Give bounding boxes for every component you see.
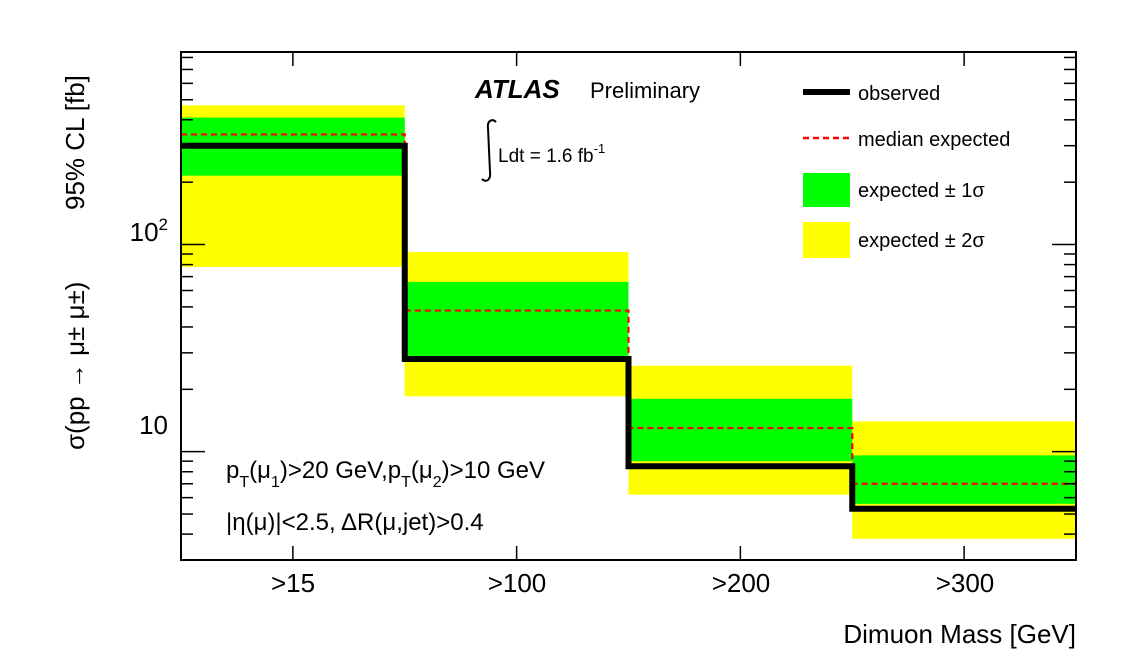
x-tick-label-300: >300 <box>936 568 995 598</box>
legend-swatch-2sigma <box>803 222 850 258</box>
legend-label-observed: observed <box>858 83 940 105</box>
x-tick-label-200: >200 <box>712 568 771 598</box>
limit-lines <box>181 133 1076 512</box>
band-1sigma-bin-3 <box>628 398 853 462</box>
axis-ticks <box>181 52 1076 560</box>
legend-label-1sigma: expected ± 1σ <box>858 180 985 202</box>
y-tick-label-10: 10 <box>139 410 168 440</box>
legend-label-expected: median expected <box>858 129 1010 151</box>
y-axis-title-line1: 95% CL [fb] <box>60 75 90 210</box>
legend-swatch-1sigma <box>803 173 850 207</box>
observed-line <box>181 142 1076 512</box>
x-axis-title: Dimuon Mass [GeV] <box>843 619 1076 649</box>
cut-annotation-eta: |η(μ)|<2.5, ΔR(μ,jet)>0.4 <box>226 509 484 536</box>
plot-frame <box>180 51 1077 561</box>
atlas-label: ATLAS <box>474 74 560 104</box>
band-1sigma-bin-4 <box>852 455 1076 504</box>
y-axis-title-line2: σ(pp → μ± μ±) <box>60 282 90 450</box>
integral-sign <box>481 119 497 182</box>
band-1sigma-bin-2 <box>404 281 629 356</box>
legend: observed median expected expected ± 1σ e… <box>803 83 1010 258</box>
luminosity-label: Ldt = 1.6 fb-1 <box>498 141 605 167</box>
legend-label-2sigma: expected ± 2σ <box>858 230 985 252</box>
y-tick-label-100: 102 <box>130 215 168 247</box>
cut-annotation-pt: pT(μ1)>20 GeV,pT(μ2)>10 GeV <box>226 457 545 491</box>
x-tick-label-100: >100 <box>488 568 547 598</box>
x-tick-label-15: >15 <box>271 568 315 598</box>
preliminary-label: Preliminary <box>590 78 700 103</box>
